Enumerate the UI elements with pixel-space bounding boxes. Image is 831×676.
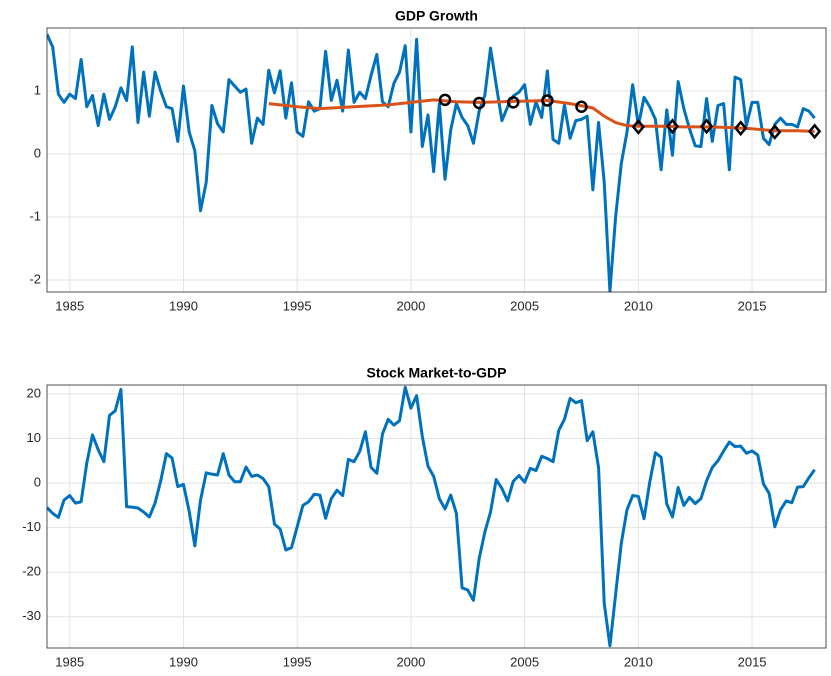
y-tick-label: 10 (27, 430, 41, 445)
y-tick-label: 0 (34, 145, 41, 160)
x-tick-label: 1990 (169, 298, 198, 313)
axes-box (46, 27, 827, 293)
plot-area (47, 33, 822, 292)
y-tick-label: -2 (29, 271, 41, 286)
y-tick-label: -20 (22, 564, 41, 579)
chart-title: GDP Growth (395, 8, 478, 24)
marker-diamond (768, 124, 782, 140)
axes-background (47, 385, 826, 648)
x-tick-label: 1985 (55, 298, 84, 313)
marker-diamond (631, 118, 645, 135)
data-line (47, 33, 816, 292)
marker-circle (575, 100, 588, 114)
x-tick-label: 1995 (283, 298, 312, 313)
marker-diamond (808, 123, 822, 140)
x-tick-label: 2000 (396, 298, 425, 313)
marker-diamond (699, 118, 714, 135)
marker-diamond (665, 118, 680, 135)
x-tick-label: 2010 (624, 654, 653, 669)
marker-diamond (734, 120, 748, 137)
axes-box (46, 384, 827, 649)
x-tick-label: 1990 (169, 654, 198, 669)
x-tick-label: 1985 (55, 654, 84, 669)
y-tick-label: 0 (34, 475, 41, 490)
y-tick-label: -1 (29, 208, 41, 223)
marker-circle (541, 94, 554, 107)
x-tick-label: 1995 (283, 654, 312, 669)
y-tick-label: -30 (22, 608, 41, 623)
x-tick-label: 2015 (738, 298, 767, 313)
plot-area (47, 385, 816, 648)
data-line (268, 98, 815, 133)
y-tick-label: 1 (34, 82, 41, 97)
axes-background (47, 28, 826, 292)
marker-circle (507, 96, 520, 109)
x-tick-label: 2010 (624, 298, 653, 313)
x-tick-label: 2005 (510, 654, 539, 669)
y-tick-label: -10 (22, 519, 41, 534)
x-tick-label: 2005 (510, 298, 539, 313)
y-tick-label: 20 (27, 385, 41, 400)
chart-title: Stock Market-to-GDP (366, 365, 506, 381)
x-tick-label: 2000 (396, 654, 425, 669)
x-tick-label: 2015 (738, 654, 767, 669)
marker-circle (472, 96, 486, 110)
marker-circle (438, 93, 452, 107)
data-line (47, 385, 816, 648)
